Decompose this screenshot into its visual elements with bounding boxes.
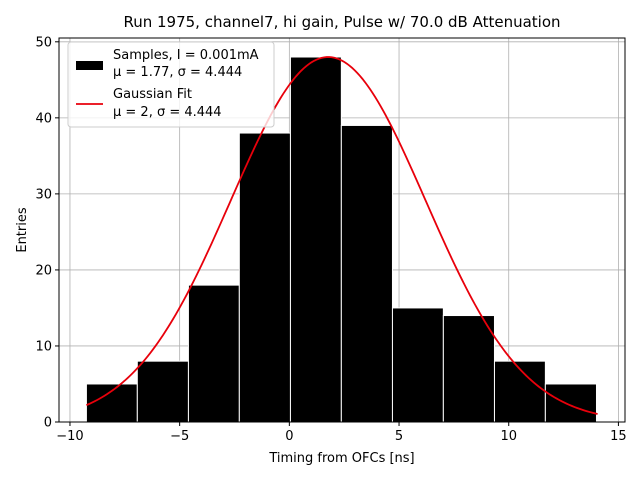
x-tick-label: 10 xyxy=(500,429,517,444)
gaussian-fit-curve xyxy=(86,56,598,415)
x-tick-label: −10 xyxy=(56,429,83,444)
x-tick-label: −5 xyxy=(170,429,189,444)
chart-title: Run 1975, channel7, hi gain, Pulse w/ 70… xyxy=(123,13,560,31)
legend-box xyxy=(67,41,275,128)
histogram-bar xyxy=(238,132,291,423)
histogram-bar xyxy=(187,284,240,423)
legend-fit-stats: μ = 2, σ = 4.444 xyxy=(113,105,222,120)
histogram-bar xyxy=(442,315,495,423)
y-tick-label: 50 xyxy=(35,35,52,50)
legend-fit-label: Gaussian Fit xyxy=(113,87,192,102)
x-tick-label: 5 xyxy=(395,429,403,444)
y-tick-label: 40 xyxy=(35,111,52,126)
y-axis-label: Entries xyxy=(15,207,30,253)
y-tick-label: 10 xyxy=(35,339,52,354)
histogram-bar xyxy=(85,383,138,423)
histogram-bar xyxy=(136,360,189,423)
histogram-bar xyxy=(493,360,546,423)
x-axis-ticks: −10 −5 0 5 10 15 xyxy=(56,422,627,444)
gaussian-fit-layer xyxy=(86,56,598,415)
histogram-bar xyxy=(391,307,444,423)
histogram-bars xyxy=(85,56,597,423)
x-axis-label: Timing from OFCs [ns] xyxy=(268,451,414,466)
legend: Samples, I = 0.001mA μ = 1.77, σ = 4.444… xyxy=(67,41,275,128)
histogram-bar xyxy=(340,124,393,423)
histogram-bar xyxy=(544,383,597,423)
legend-samples-label: Samples, I = 0.001mA xyxy=(113,48,259,63)
plot-frame xyxy=(58,37,626,423)
y-tick-label: 0 xyxy=(44,416,52,431)
y-axis-ticks: 0 10 20 30 40 50 xyxy=(35,35,59,431)
legend-samples-stats: μ = 1.77, σ = 4.444 xyxy=(113,65,242,80)
x-tick-label: 0 xyxy=(285,429,293,444)
legend-samples-swatch xyxy=(76,61,103,70)
histogram-bar xyxy=(289,56,342,423)
y-tick-label: 20 xyxy=(35,263,52,278)
x-tick-label: 15 xyxy=(610,429,627,444)
y-tick-label: 30 xyxy=(35,187,52,202)
